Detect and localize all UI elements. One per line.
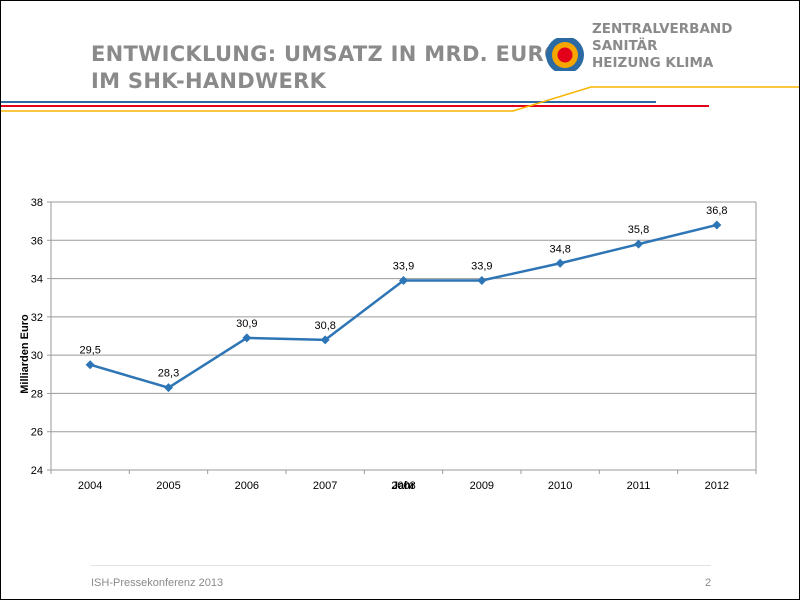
data-label: 34,8 xyxy=(549,243,570,255)
data-label: 33,9 xyxy=(471,260,492,272)
y-tick-label: 28 xyxy=(31,388,43,400)
x-tick-label: 2011 xyxy=(627,480,651,492)
x-tick-label: 2010 xyxy=(548,480,572,492)
y-tick-label: 36 xyxy=(31,235,43,247)
footer-divider xyxy=(91,565,711,566)
data-point-marker xyxy=(712,220,722,230)
y-tick-label: 26 xyxy=(31,427,43,439)
data-point-marker xyxy=(555,258,565,268)
zvshk-logo: ZENTRALVERBAND SANITÄR HEIZUNG KLIMA xyxy=(544,21,744,81)
logo-circle-icon xyxy=(544,21,590,74)
data-label: 29,5 xyxy=(79,345,100,357)
data-label: 30,9 xyxy=(236,318,257,330)
data-point-marker xyxy=(320,335,330,345)
y-tick-label: 34 xyxy=(31,274,43,286)
footer-text: ISH-Pressekonferenz 2013 xyxy=(91,577,224,589)
revenue-line-chart: 24 26 28 30 32 34 36 38 2004 2005 2006 2007 2008 2009… xyxy=(19,197,757,492)
data-point-marker xyxy=(164,383,173,393)
data-label: 30,8 xyxy=(314,320,335,332)
y-tick-label: 38 xyxy=(31,197,43,209)
page-number: 2 xyxy=(705,577,712,589)
series-line xyxy=(89,223,718,389)
x-tick-label: 2005 xyxy=(156,480,180,492)
logo-text: ZENTRALVERBAND SANITÄR HEIZUNG KLIMA xyxy=(592,21,732,72)
data-point-marker xyxy=(634,239,643,249)
x-tick-label: 2004 xyxy=(78,480,102,492)
title-line-2: IM SHK-HANDWERK xyxy=(91,69,327,93)
data-label: 36,8 xyxy=(706,205,727,217)
data-point-marker xyxy=(85,360,95,370)
y-tick-label: 24 xyxy=(31,465,43,477)
logo-line-2: SANITÄR xyxy=(592,38,658,54)
slide-title: ENTWICKLUNG: UMSATZ IN MRD. EURO IM SHK-… xyxy=(91,41,562,95)
x-tick-label: 2008 xyxy=(391,480,415,492)
logo-line-1: ZENTRALVERBAND xyxy=(592,21,733,37)
data-label: 35,8 xyxy=(628,224,649,236)
x-tick-label: 2009 xyxy=(470,480,494,492)
y-tick-label: 30 xyxy=(31,350,43,362)
header-decoration xyxy=(1,86,799,112)
y-axis-title: Milliarden Euro xyxy=(19,314,31,394)
y-tick-label: 32 xyxy=(31,312,43,324)
data-label: 28,3 xyxy=(158,368,179,380)
data-point-marker xyxy=(399,275,408,285)
data-label: 33,9 xyxy=(393,260,414,272)
x-tick-label: 2007 xyxy=(313,480,337,492)
x-axis-title: Jahr xyxy=(392,480,416,492)
x-tick-label: 2006 xyxy=(235,480,259,492)
logo-line-3: HEIZUNG KLIMA xyxy=(592,55,714,71)
data-point-marker xyxy=(477,275,487,285)
title-line-1: ENTWICKLUNG: UMSATZ IN MRD. EURO xyxy=(91,42,563,66)
data-point-marker xyxy=(242,333,252,343)
x-tick-label: 2012 xyxy=(705,480,729,492)
